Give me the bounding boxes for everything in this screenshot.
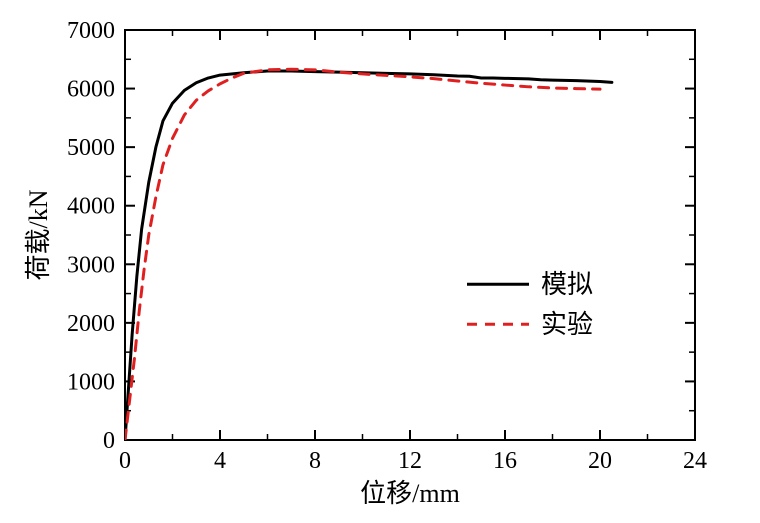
x-tick-label: 0 (119, 448, 131, 474)
y-tick-label: 7000 (67, 18, 115, 44)
y-tick-label: 3000 (67, 252, 115, 278)
y-tick-label: 4000 (67, 194, 115, 220)
y-tick-label: 1000 (67, 369, 115, 395)
y-tick-label: 2000 (67, 311, 115, 337)
x-tick-label: 12 (398, 448, 422, 474)
x-tick-label: 8 (309, 448, 321, 474)
y-tick-label: 6000 (67, 77, 115, 103)
y-axis-label: 荷载/kN (24, 189, 53, 280)
legend-label-sim: 模拟 (541, 270, 593, 299)
x-tick-label: 24 (683, 448, 707, 474)
y-tick-label: 5000 (67, 135, 115, 161)
x-axis-label: 位移/mm (360, 479, 460, 508)
legend-label-exp: 实验 (541, 310, 593, 339)
x-tick-label: 4 (214, 448, 226, 474)
chart-container: 0 4 8 12 16 20 24 位移/mm 0 1000 2000 3000 4000 5000 600… (0, 0, 760, 523)
load-displacement-chart: 0 4 8 12 16 20 24 位移/mm 0 1000 2000 3000 4000 5000 600… (0, 0, 760, 523)
y-tick-label: 0 (103, 428, 115, 454)
x-tick-label: 16 (493, 448, 517, 474)
x-tick-label: 20 (588, 448, 612, 474)
